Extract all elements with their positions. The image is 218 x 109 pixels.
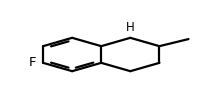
Text: H: H	[126, 20, 135, 33]
Text: F: F	[29, 56, 37, 69]
